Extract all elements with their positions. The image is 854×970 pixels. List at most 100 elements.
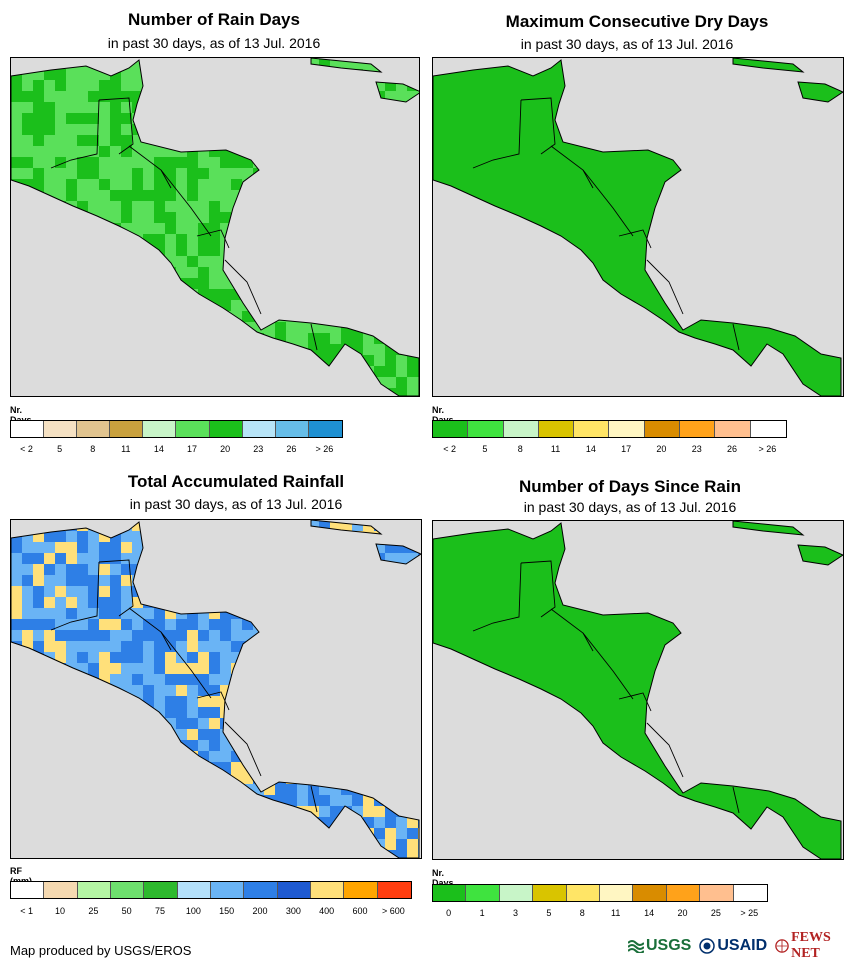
- legend-tick-label: 26: [286, 444, 297, 454]
- map-canvas: [11, 520, 421, 858]
- usaid-seal-icon: [699, 938, 716, 954]
- panel-title: Number of Days Since Rain: [518, 477, 741, 496]
- legend-swatch: [599, 885, 634, 901]
- coastline: [433, 59, 842, 396]
- legend-tick-label: 1: [479, 908, 485, 918]
- country-border: [472, 562, 522, 632]
- legend-swatch: [11, 421, 45, 437]
- legend-swatch: [433, 885, 467, 901]
- legend-tick-label: 20: [677, 908, 688, 918]
- legend-swatch: [344, 882, 378, 898]
- legend-tick-label: 400: [319, 906, 335, 916]
- coastline: [433, 522, 842, 859]
- country-border: [50, 561, 100, 631]
- legend-swatch: [715, 421, 751, 437]
- legend-swatch: [468, 421, 504, 437]
- legend-swatch: [177, 882, 211, 898]
- legend-swatch: [466, 885, 500, 901]
- country-border: [310, 785, 318, 813]
- legend-swatch: [733, 885, 767, 901]
- country-border: [646, 722, 684, 778]
- legend-swatch: [110, 421, 144, 437]
- country-border: [472, 99, 522, 169]
- usgs-wave-icon: [628, 940, 644, 953]
- legend-tick-label: 26: [727, 444, 738, 454]
- country-border: [582, 169, 634, 237]
- country-border: [310, 323, 318, 351]
- legend-swatch: [680, 421, 716, 437]
- legend-tick-label: 11: [611, 908, 621, 918]
- legend-swatch: [209, 421, 243, 437]
- legend-ticks: < 2 5 8 11 14 17 20 23 26 > 26: [432, 444, 785, 456]
- legend-tick-label: 150: [219, 906, 235, 916]
- country-border: [98, 97, 134, 155]
- legend-tick-label: 3: [512, 908, 519, 918]
- usaid-logo: USAID: [699, 937, 767, 955]
- country-border: [160, 169, 212, 237]
- legend-tick-label: 11: [121, 444, 131, 454]
- legend-swatch: [377, 882, 411, 898]
- legend-swatch: [310, 882, 345, 898]
- fews-logo: FEWS NET: [775, 930, 854, 962]
- legend-swatch: [143, 421, 177, 437]
- map-canvas: [11, 58, 419, 396]
- legend-swatch: [244, 882, 278, 898]
- legend-tick-label: < 1: [20, 906, 34, 916]
- legend-tick-label: 75: [154, 906, 166, 916]
- legend-swatch: [308, 421, 342, 437]
- legend-swatch: [210, 882, 245, 898]
- legend-tick-label: 25: [88, 906, 99, 916]
- map-canvas: [433, 521, 843, 859]
- country-border: [224, 259, 262, 315]
- legend-tick-label: < 2: [20, 444, 33, 454]
- legend-swatch: [275, 421, 309, 437]
- map-rain-days: [10, 57, 420, 397]
- legend-tick-label: 5: [57, 444, 63, 454]
- coastline: [732, 58, 805, 73]
- legend-tick-label: 25: [710, 908, 721, 918]
- legend-tick-label: 50: [121, 906, 132, 916]
- map-canvas: [433, 58, 843, 396]
- raster-layer: [11, 58, 419, 396]
- legend-swatch: [176, 421, 210, 437]
- legend-tick-label: 100: [185, 906, 201, 916]
- legend-tick-label: 5: [482, 444, 488, 454]
- raster-layer: [433, 58, 843, 396]
- legend-tick-label: 11: [550, 444, 561, 454]
- panel-subtitle: in past 30 days, as of 13 Jul. 2016: [520, 36, 734, 52]
- map-dry-days: [432, 57, 844, 397]
- legend-tick-label: > 600: [381, 906, 405, 916]
- legend-tick-label: 20: [656, 444, 667, 454]
- country-border: [196, 691, 230, 711]
- map-days-since-rain: [432, 520, 844, 860]
- legend-tick-label: < 2: [443, 444, 457, 454]
- legend-colorbar: [432, 884, 768, 902]
- legend-tick-label: 200: [252, 906, 268, 916]
- legend-swatch: [242, 421, 276, 437]
- legend-tick-label: 17: [187, 444, 198, 454]
- legend-tick-label: 23: [691, 444, 702, 454]
- legend-tick-label: 600: [352, 906, 368, 916]
- legend-tick-label: 5: [546, 908, 552, 918]
- country-border: [50, 99, 100, 169]
- legend-swatch: [700, 885, 734, 901]
- legend-ticks: < 1 10 25 50 75 100 150 200 300 400 600 > 600: [10, 906, 410, 918]
- legend-swatch: [11, 882, 45, 898]
- country-border: [224, 721, 262, 777]
- panel-title: Number of Rain Days: [128, 10, 300, 29]
- legend-tick-label: 8: [517, 444, 523, 454]
- country-border: [520, 97, 556, 155]
- legend-tick-label: 14: [153, 444, 164, 454]
- legend-swatch: [644, 421, 681, 437]
- country-border: [582, 632, 634, 700]
- legend-colorbar: [432, 420, 787, 438]
- country-border: [618, 692, 652, 712]
- raster-layer: [11, 520, 421, 858]
- legend-tick-label: 17: [621, 444, 632, 454]
- legend-swatch: [44, 421, 78, 437]
- fews-logo-text: FEWS NET: [791, 930, 831, 961]
- coastline: [11, 521, 420, 858]
- legend-title: Nr. Days: [432, 868, 454, 888]
- legend-swatch: [633, 885, 667, 901]
- legend-tick-label: > 26: [315, 444, 334, 454]
